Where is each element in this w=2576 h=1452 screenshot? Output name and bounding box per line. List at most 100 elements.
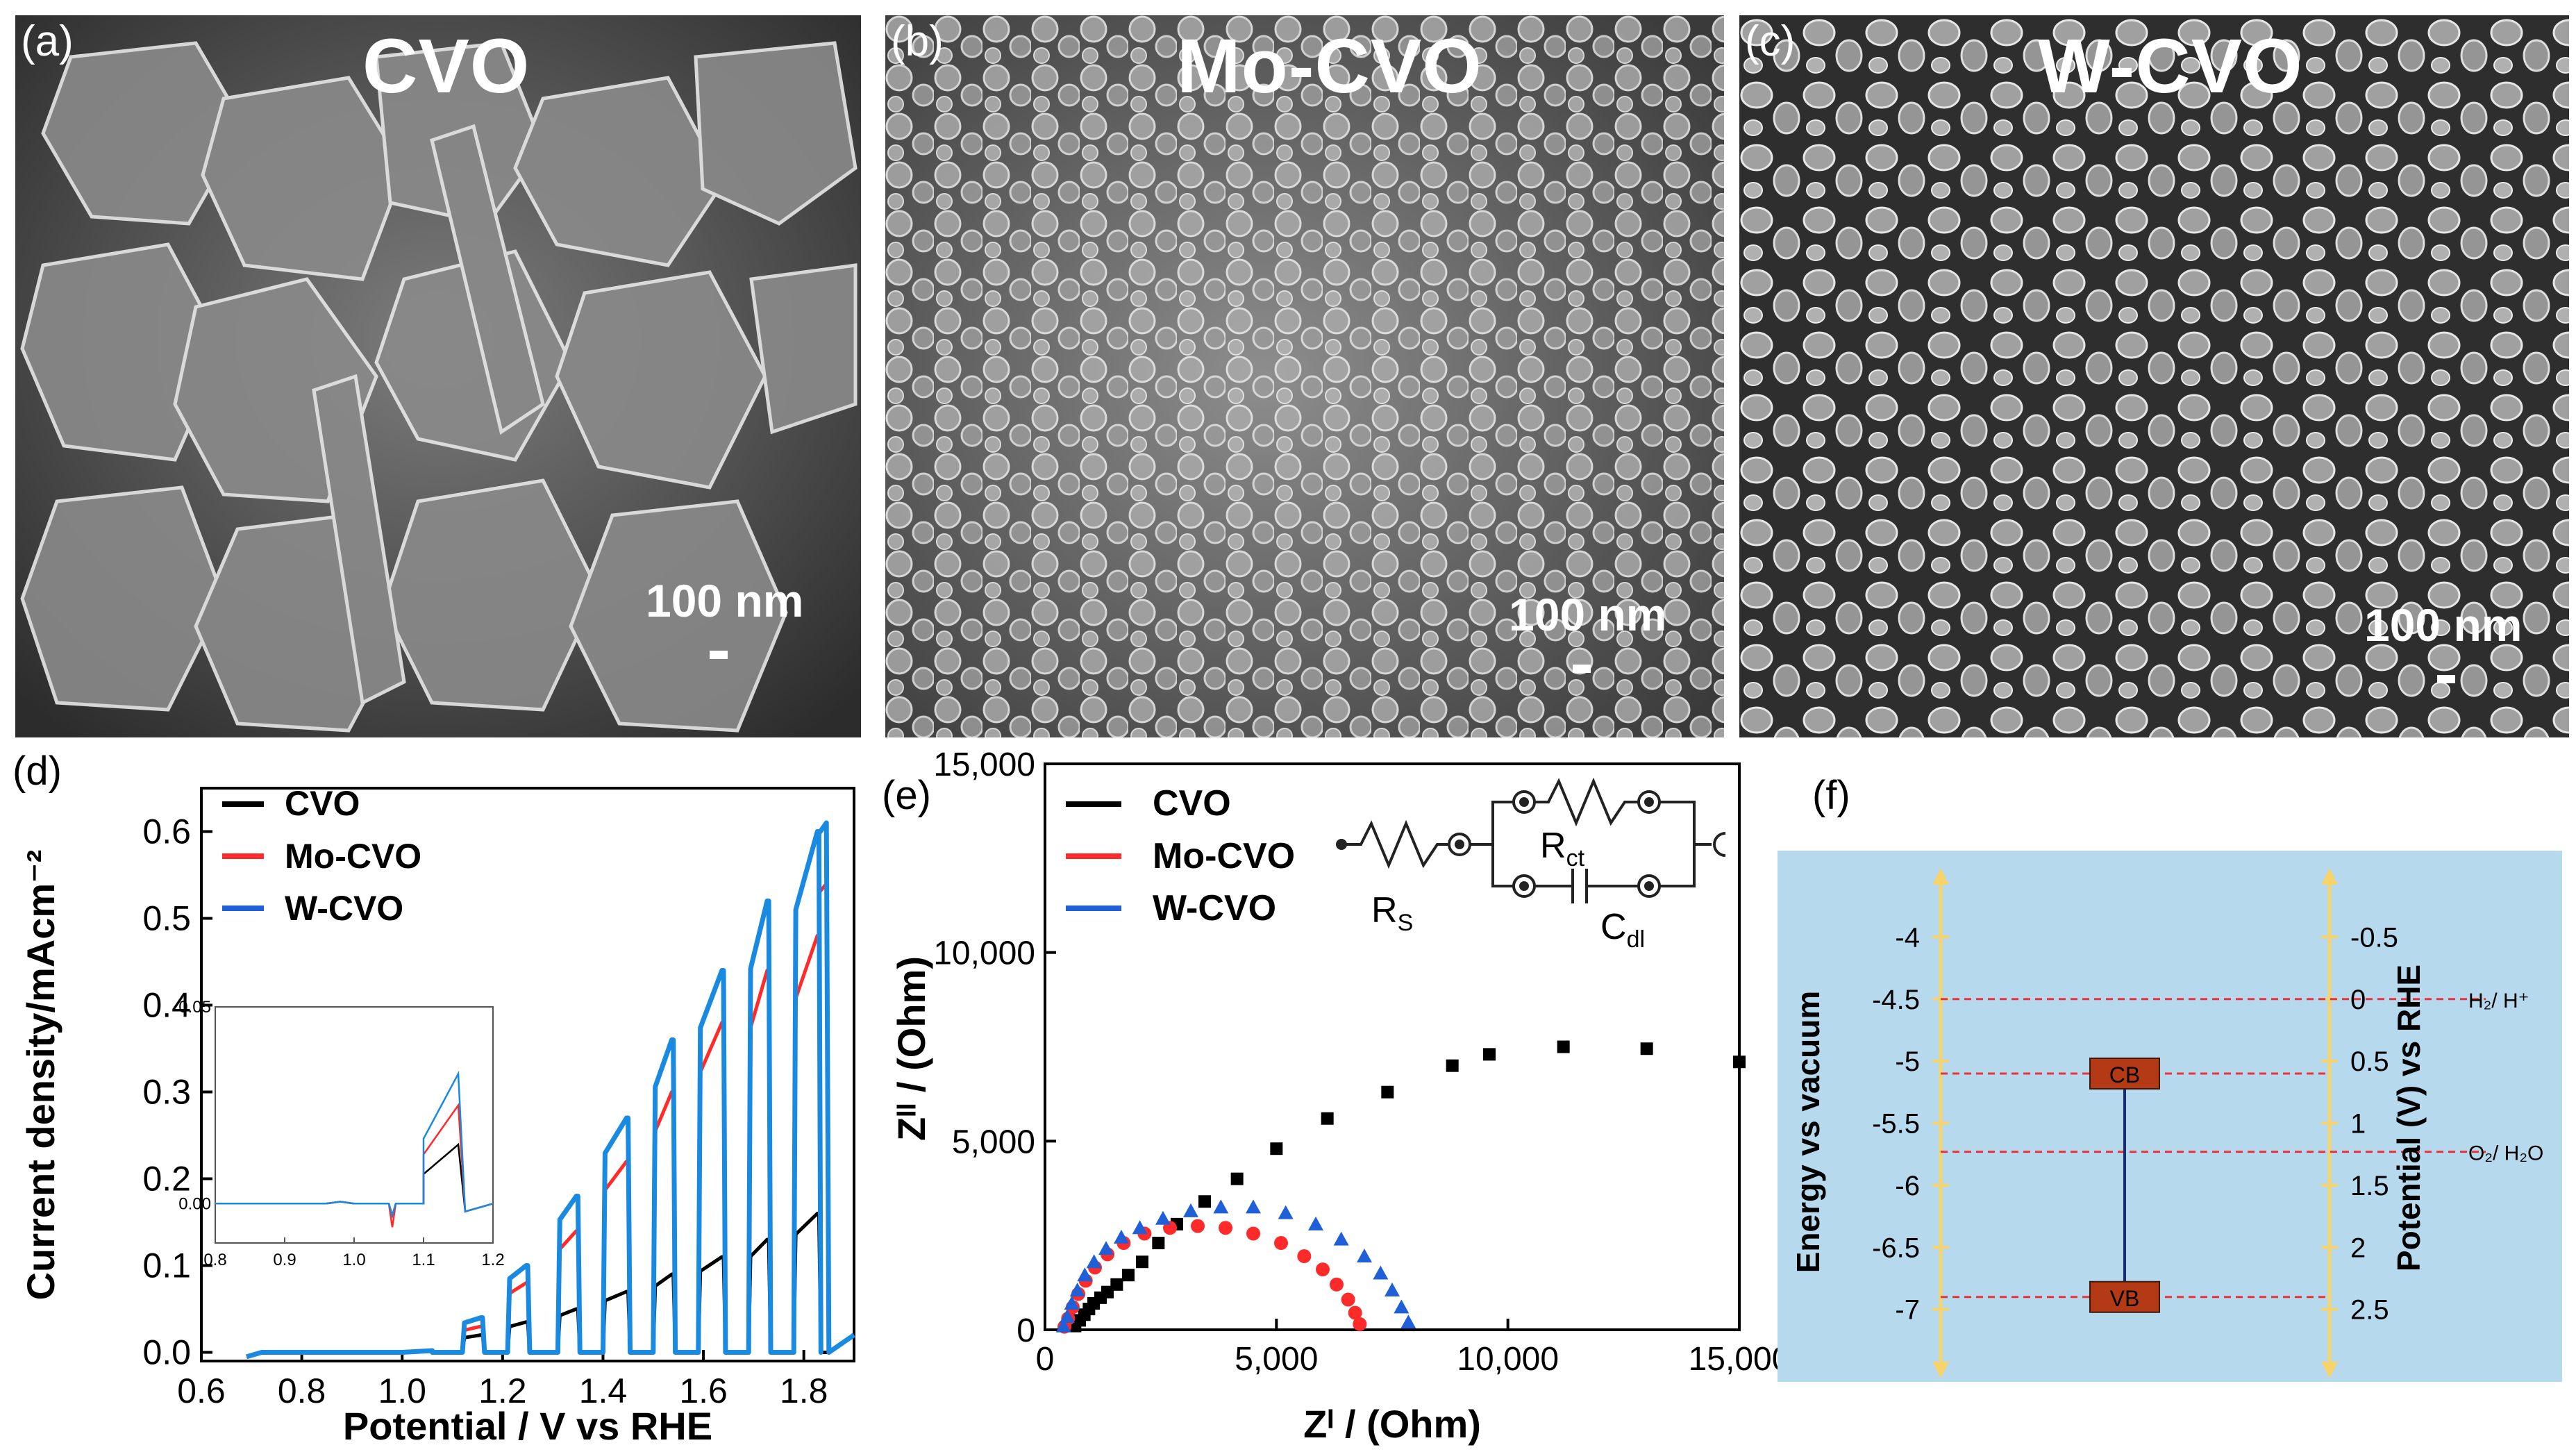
- point-w-cvo-e: [1183, 1203, 1198, 1217]
- y-tick-label-d: 0.6: [142, 812, 191, 851]
- chart-d-photocurrent: (d) 0.6 0.8 1.0 1.2 1.4 1.6 1.8 0.0 0.1 0.2 0.3 0.4…: [12, 749, 855, 1448]
- x-tick-label-d: 0.8: [278, 1371, 326, 1410]
- series-w-cvo-d: [246, 820, 855, 1360]
- y-tick-label-d: 0.5: [142, 899, 191, 938]
- vb-label: VB: [2110, 1286, 2140, 1311]
- panel-label-e: (e): [882, 773, 931, 818]
- x-tick-label-e: 15,000: [1689, 1341, 1784, 1378]
- inset-y-tick-label: 0.00: [178, 1194, 211, 1213]
- panel-label-f: (f): [1812, 773, 1850, 818]
- scale-bar-b: [1573, 665, 1591, 673]
- point-w-cvo-e: [1064, 1295, 1080, 1310]
- point-cvo-e: [1446, 1059, 1459, 1072]
- sem-texture-cvo: [15, 15, 861, 737]
- point-cvo-e: [1136, 1255, 1148, 1269]
- diagram-f-band-structure: (f) -4-4.5-5-5.5-6-6.5-7-0.500.511.522.5…: [1778, 773, 2562, 1382]
- legend-e-label-w: W-CVO: [1153, 888, 1276, 928]
- circuit-node: [1336, 839, 1347, 850]
- point-cvo-e: [1152, 1237, 1165, 1250]
- series-d: [246, 820, 855, 1360]
- legend-e: CVO Mo-CVO W-CVO: [1066, 783, 1295, 928]
- legend-d-label-cvo: CVO: [285, 784, 360, 823]
- sem-title-cvo: CVO: [362, 24, 530, 109]
- point-cvo-e: [1557, 1040, 1570, 1053]
- x-axis-label-e: Zᴵ / (Ohm): [1303, 1402, 1481, 1446]
- point-cvo-e: [1110, 1278, 1123, 1291]
- legend-d: CVO Mo-CVO W-CVO: [222, 784, 421, 928]
- y-tick-label-e: 5,000: [952, 1124, 1035, 1160]
- circuit-node: [1455, 840, 1464, 849]
- point-mo-cvo-e: [1219, 1221, 1232, 1235]
- point-cvo-e: [1321, 1112, 1334, 1125]
- sem-texture-w-cvo: [1739, 15, 2569, 737]
- x-axis-label-d: Potential / V vs RHE: [343, 1404, 712, 1448]
- right-tick-label-f: 0.5: [2350, 1046, 2389, 1077]
- axis-arrow-up: [1932, 868, 1949, 885]
- left-tick-label-f: -4.5: [1872, 985, 1920, 1015]
- series-e: [1055, 1040, 1746, 1334]
- point-mo-cvo-e: [1353, 1317, 1367, 1331]
- scale-bar-label-b: 100 nm: [1509, 589, 1667, 640]
- inset-y-tick-label: 0.05: [178, 998, 211, 1017]
- point-w-cvo-e: [1055, 1318, 1071, 1333]
- y-tick-label-d: 0.1: [142, 1246, 191, 1285]
- point-w-cvo-e: [1278, 1205, 1294, 1219]
- point-w-cvo-e: [1385, 1282, 1400, 1296]
- redox-label-o2: O₂/ H₂O: [2468, 1142, 2543, 1165]
- right-tick-label-f: -0.5: [2350, 922, 2398, 953]
- inset-x-tick-label: 1.0: [342, 1251, 365, 1269]
- y-axis-label-e: Zᴵᴵ / (Ohm): [889, 956, 933, 1141]
- panel-label-b: (b): [891, 17, 944, 65]
- axis-arrow-up: [2321, 868, 2338, 885]
- point-w-cvo-e: [1114, 1229, 1129, 1244]
- ticks-e: 0 5,000 10,000 15,000 0 5,000 10,000 15,000: [933, 746, 1784, 1378]
- right-tick-label-f: 1.5: [2350, 1171, 2389, 1201]
- inset-series-w-cvo-d: [215, 1070, 494, 1219]
- point-w-cvo-e: [1069, 1282, 1085, 1296]
- point-cvo-e: [1381, 1085, 1394, 1099]
- cb-box: [2089, 1058, 2160, 1090]
- panel-label-a: (a): [21, 17, 74, 65]
- point-w-cvo-e: [1357, 1249, 1372, 1263]
- plot-frame-d: [200, 787, 855, 1362]
- legend-e-label-cvo: CVO: [1153, 783, 1231, 824]
- inset-x-tick-label: 1.1: [412, 1251, 435, 1269]
- point-mo-cvo-e: [1316, 1262, 1330, 1277]
- inset-frame-d: [215, 1006, 494, 1244]
- left-tick-label-f: -7: [1895, 1295, 1920, 1326]
- y-tick-label-d: 0.3: [142, 1073, 191, 1112]
- sem-title-mo-cvo: Mo-CVO: [1177, 24, 1482, 109]
- point-w-cvo-e: [1246, 1199, 1261, 1214]
- right-axis-label-f: Potential (V) vs RHE: [2391, 965, 2427, 1271]
- left-tick-label-f: -5: [1895, 1046, 1920, 1077]
- point-mo-cvo-e: [1246, 1226, 1260, 1241]
- resistor-rct: [1534, 777, 1639, 827]
- point-w-cvo-e: [1077, 1267, 1093, 1282]
- point-w-cvo-e: [1132, 1220, 1148, 1235]
- y-tick-label-d: 0.0: [142, 1333, 191, 1372]
- point-w-cvo-e: [1333, 1231, 1349, 1246]
- x-tick-label-e: 5,000: [1235, 1341, 1318, 1378]
- scale-bar-label-a: 100 nm: [646, 575, 804, 626]
- circuit-label-rct: Rct: [1540, 826, 1585, 871]
- y-tick-label-e: 15,000: [933, 746, 1035, 783]
- x-tick-label-e: 10,000: [1457, 1341, 1559, 1378]
- point-mo-cvo-e: [1274, 1236, 1288, 1251]
- y-axis-label-d: Current density/mAcm⁻²: [19, 850, 62, 1301]
- sem-image-cvo: (a) CVO 100 nm: [15, 15, 861, 737]
- x-tick-label-d: 0.6: [177, 1371, 226, 1410]
- point-mo-cvo-e: [1191, 1219, 1205, 1233]
- x-tick-label-d: 1.4: [579, 1371, 628, 1410]
- sem-title-w-cvo: W-CVO: [2038, 24, 2303, 109]
- right-tick-label-f: 2.5: [2350, 1295, 2389, 1326]
- inset-x-tick-label: 0.9: [273, 1251, 296, 1269]
- point-cvo-e: [1230, 1172, 1244, 1185]
- x-tick-label-d: 1.2: [478, 1371, 527, 1410]
- point-w-cvo-e: [1400, 1315, 1416, 1329]
- point-w-cvo-e: [1086, 1254, 1102, 1269]
- y-tick-label-d: 0.4: [142, 986, 191, 1025]
- point-w-cvo-e: [1373, 1265, 1389, 1280]
- point-cvo-e: [1198, 1195, 1211, 1208]
- point-mo-cvo-e: [1330, 1277, 1344, 1292]
- point-w-cvo-e: [1394, 1299, 1410, 1314]
